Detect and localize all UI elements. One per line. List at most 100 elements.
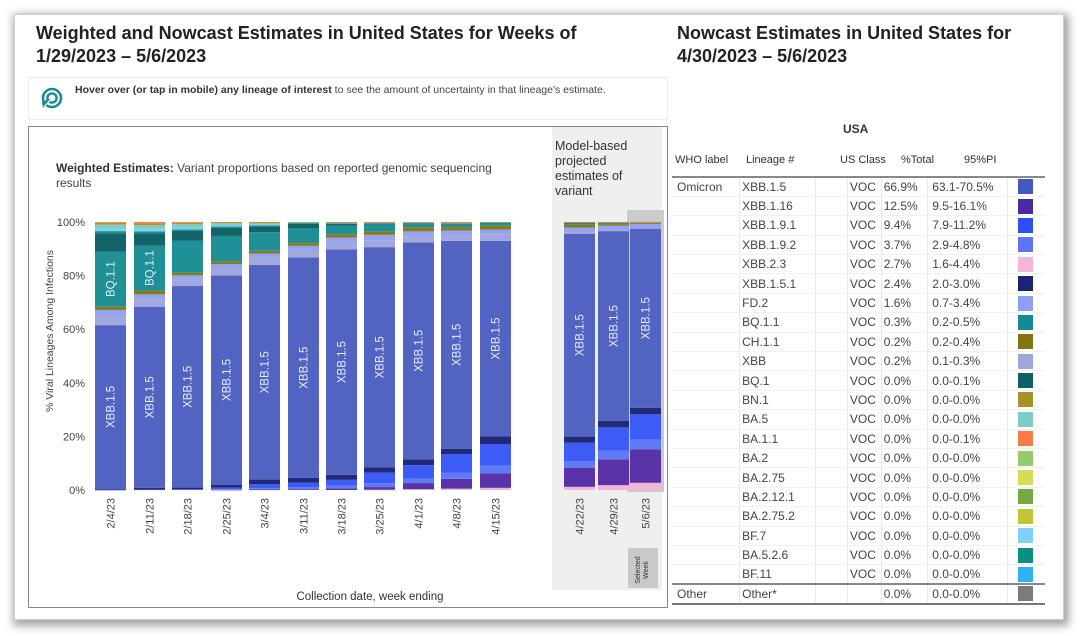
- bar-segment[interactable]: [326, 479, 357, 486]
- bar-segment[interactable]: [564, 222, 595, 225]
- bar-segment[interactable]: [134, 245, 165, 291]
- bar-segment[interactable]: [211, 269, 242, 276]
- bar-segment[interactable]: [364, 224, 395, 232]
- bar-segment[interactable]: [564, 227, 595, 233]
- table-row-other[interactable]: Other Other* 0.0% 0.0-0.0%: [672, 583, 1045, 605]
- bar-segment[interactable]: [480, 465, 511, 474]
- bar-segment[interactable]: [364, 489, 395, 491]
- bar-segment[interactable]: [480, 436, 511, 445]
- table-row[interactable]: BA.2.75.2 VOC 0.0% 0.0-0.0%: [672, 506, 1045, 527]
- bar-segment[interactable]: [326, 249, 357, 475]
- bar-segment[interactable]: [288, 245, 319, 251]
- bar-segment[interactable]: [441, 222, 472, 224]
- bar-segment[interactable]: [441, 222, 472, 223]
- bar-segment[interactable]: [326, 225, 357, 235]
- bar-segment[interactable]: [95, 222, 126, 225]
- bar-segment[interactable]: [441, 488, 472, 490]
- bar-segment[interactable]: [630, 449, 661, 483]
- table-row[interactable]: BA.2 VOC 0.0% 0.0-0.0%: [672, 448, 1045, 469]
- bar-segment[interactable]: [630, 407, 661, 415]
- bar-segment[interactable]: [630, 228, 661, 408]
- bar-segment[interactable]: [564, 232, 595, 234]
- bar-segment[interactable]: [630, 414, 661, 440]
- bar-segment[interactable]: [364, 467, 395, 473]
- bar-segment[interactable]: [95, 488, 126, 490]
- bar-segment[interactable]: [598, 485, 629, 490]
- table-row[interactable]: CH.1.1 VOC 0.2% 0.2-0.4%: [672, 332, 1045, 353]
- bar-segment[interactable]: [288, 250, 319, 258]
- bar-segment[interactable]: [364, 472, 395, 484]
- bar-segment[interactable]: [134, 489, 165, 491]
- bar-segment[interactable]: [134, 487, 165, 490]
- bar-segment[interactable]: [480, 222, 511, 223]
- bar-segment[interactable]: [211, 235, 242, 262]
- bar-segment[interactable]: [211, 222, 242, 224]
- bar-segment[interactable]: [364, 240, 395, 248]
- table-row[interactable]: XBB VOC 0.2% 0.1-0.3%: [672, 351, 1045, 372]
- table-row[interactable]: Omicron XBB.1.5 VOC 66.9% 63.1-70.5%: [672, 175, 1045, 197]
- bar-segment[interactable]: [480, 222, 511, 226]
- bar-segment[interactable]: [364, 483, 395, 488]
- bar-segment[interactable]: [249, 232, 280, 251]
- bar-segment[interactable]: [364, 234, 395, 241]
- bar-segment[interactable]: [403, 242, 434, 460]
- bar-segment[interactable]: [630, 482, 661, 490]
- bar-segment[interactable]: [403, 227, 434, 232]
- bar-segment[interactable]: [211, 489, 242, 491]
- bar-segment[interactable]: [288, 482, 319, 488]
- bar-segment[interactable]: [326, 222, 357, 223]
- bar-segment[interactable]: [211, 264, 242, 270]
- bar-segment[interactable]: [441, 454, 472, 473]
- bar-segment[interactable]: [480, 240, 511, 437]
- bar-segment[interactable]: [403, 223, 434, 228]
- bar-segment[interactable]: [441, 448, 472, 455]
- bar-segment[interactable]: [249, 489, 280, 491]
- bar-segment[interactable]: [326, 237, 357, 243]
- table-row[interactable]: BF.7 VOC 0.0% 0.0-0.0%: [672, 526, 1045, 546]
- bar-segment[interactable]: [403, 483, 434, 490]
- bar-segment[interactable]: [95, 306, 126, 310]
- bar-segment[interactable]: [403, 478, 434, 484]
- bar-segment[interactable]: [441, 223, 472, 228]
- bar-segment[interactable]: [172, 286, 203, 488]
- bar-segment[interactable]: [95, 325, 126, 489]
- bar-segment[interactable]: [326, 485, 357, 489]
- bar-segment[interactable]: [403, 465, 434, 479]
- bar-segment[interactable]: [172, 227, 203, 230]
- bar-segment[interactable]: [211, 222, 242, 223]
- bar-segment[interactable]: [441, 472, 472, 479]
- bar-segment[interactable]: [211, 487, 242, 490]
- bar-segment[interactable]: [172, 489, 203, 490]
- table-row[interactable]: XBB.1.9.2 VOC 3.7% 2.9-4.8%: [672, 235, 1045, 256]
- bar-segment[interactable]: [95, 231, 126, 234]
- bar-segment[interactable]: [480, 229, 511, 235]
- bar-segment[interactable]: [288, 222, 319, 223]
- bar-segment[interactable]: [630, 223, 661, 224]
- bar-segment[interactable]: [564, 233, 595, 437]
- bar-segment[interactable]: [249, 253, 280, 258]
- bar-segment[interactable]: [564, 222, 595, 223]
- bar-segment[interactable]: [441, 240, 472, 449]
- table-row[interactable]: XBB.1.16 VOC 12.5% 9.5-16.1%: [672, 196, 1045, 217]
- bar-segment[interactable]: [598, 225, 629, 231]
- bar-segment[interactable]: [564, 442, 595, 462]
- bar-segment[interactable]: [403, 222, 434, 223]
- bar-segment[interactable]: [403, 236, 434, 243]
- bar-segment[interactable]: [564, 224, 595, 228]
- bar-segment[interactable]: [326, 234, 357, 238]
- bar-segment[interactable]: [211, 226, 242, 228]
- bar-segment[interactable]: [95, 224, 126, 229]
- bar-segment[interactable]: [564, 467, 595, 487]
- bar-segment[interactable]: [249, 257, 280, 266]
- bar-segment[interactable]: [364, 223, 395, 225]
- bar-segment[interactable]: [288, 489, 319, 490]
- bar-segment[interactable]: [598, 224, 629, 226]
- bar-segment[interactable]: [403, 489, 434, 490]
- bar-segment[interactable]: [249, 265, 280, 480]
- bar-segment[interactable]: [95, 489, 126, 491]
- bar-segment[interactable]: [441, 230, 472, 236]
- bar-segment[interactable]: [172, 240, 203, 273]
- table-row[interactable]: BA.1.1 VOC 0.0% 0.0-0.1%: [672, 429, 1045, 449]
- bar-segment[interactable]: [598, 222, 629, 225]
- bar-segment[interactable]: [403, 231, 434, 237]
